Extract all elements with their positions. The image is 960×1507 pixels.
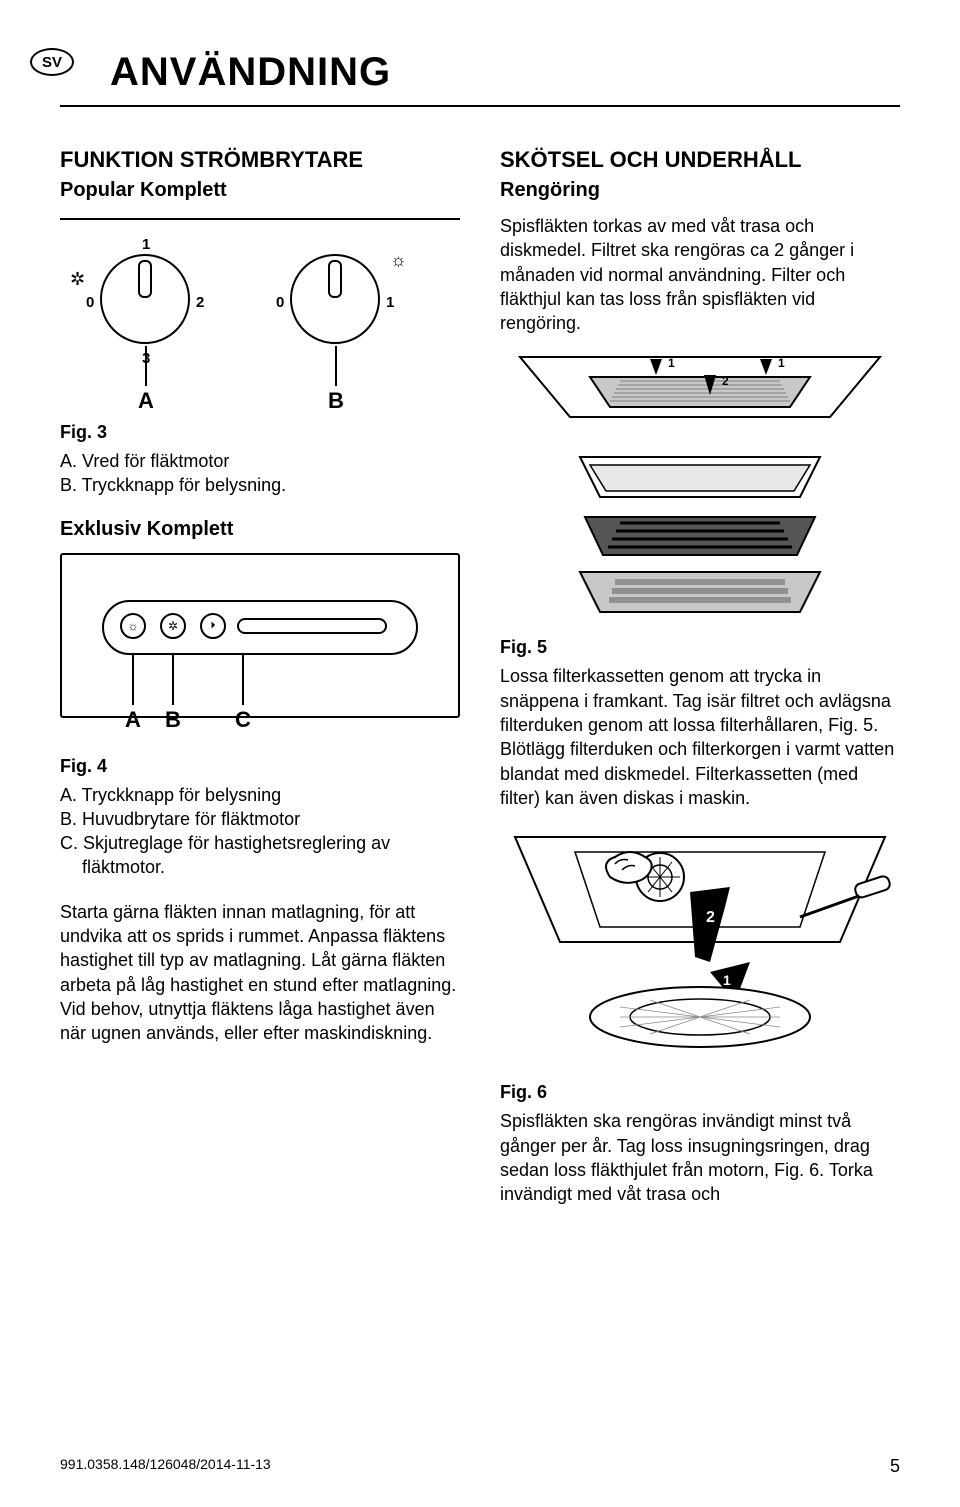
left-body-paragraph: Starta gärna fläkten innan matlagning, f…: [60, 900, 460, 1046]
left-sub-exklusiv: Exklusiv Komplett: [60, 518, 460, 541]
fig4-slider: [237, 618, 387, 634]
language-badge: SV: [30, 48, 74, 76]
fig5-arrow2: 2: [722, 374, 729, 388]
fig3-label-b: B: [328, 388, 344, 414]
footer: 991.0358.148/126048/2014-11-13 5: [60, 1456, 900, 1477]
right-section-heading: SKÖTSEL OCH UNDERHÅLL: [500, 147, 900, 173]
fig4-legend-a: A. Tryckknapp för belysning: [60, 783, 460, 807]
knob-a-1: 1: [142, 236, 150, 253]
main-columns: FUNKTION STRÖMBRYTARE Popular Komplett ✲…: [60, 147, 900, 1218]
right-body-2: Lossa filterkassetten genom att trycka i…: [500, 664, 900, 810]
page-title: ANVÄNDNING: [110, 50, 900, 95]
light-icon: ☼: [390, 250, 407, 271]
figure-3: ✲ 0 1 2 3 ☼ 0 1 A B: [60, 214, 460, 414]
right-body-1: Spisfläkten torkas av med våt trasa och …: [500, 214, 900, 335]
knob-b-0: 0: [276, 294, 284, 311]
fig5-arrow1-a: 1: [668, 356, 675, 370]
right-column: SKÖTSEL OCH UNDERHÅLL Rengöring Spisfläk…: [500, 147, 900, 1218]
fig4-legend: A. Tryckknapp för belysning B. Huvudbryt…: [60, 783, 460, 880]
fig4-label-b: B: [165, 707, 181, 733]
right-sub-rengoring: Rengöring: [500, 179, 900, 202]
title-underline: [60, 105, 900, 107]
figure-6: 2 1: [500, 822, 900, 1072]
right-body-3: Spisfläkten ska rengöras invändigt minst…: [500, 1109, 900, 1206]
figure-5: 1 1 2: [500, 347, 900, 627]
knob-a-0: 0: [86, 294, 94, 311]
fig4-caption: Fig. 4: [60, 756, 460, 777]
left-section-heading: FUNKTION STRÖMBRYTARE: [60, 147, 460, 173]
fig3-legend-a: A. Vred för fläktmotor: [60, 449, 460, 473]
fig3-caption: Fig. 3: [60, 422, 460, 443]
fan-icon: ✲: [70, 269, 85, 290]
fig3-legend-b: B. Tryckknapp för belysning.: [60, 473, 460, 497]
figure-4: ☼ ✲ ⏵ A B C: [60, 553, 460, 718]
fig4-button-c-icon: ⏵: [200, 613, 226, 639]
footer-pagenum: 5: [890, 1456, 900, 1477]
knob-b-1: 1: [386, 294, 394, 311]
fig4-legend-b: B. Huvudbrytare för fläktmotor: [60, 807, 460, 831]
fig6-arrow2: 2: [706, 909, 715, 926]
fig6-caption: Fig. 6: [500, 1082, 900, 1103]
left-column: FUNKTION STRÖMBRYTARE Popular Komplett ✲…: [60, 147, 460, 1218]
fig4-legend-c: C. Skjutreglage för hastighetsreglering …: [82, 831, 460, 880]
fig4-button-a: ☼: [120, 613, 146, 639]
fig4-label-a: A: [125, 707, 141, 733]
knob-a-2: 2: [196, 294, 204, 311]
fig5-caption: Fig. 5: [500, 637, 900, 658]
fig6-arrow1: 1: [723, 972, 731, 988]
left-sub-popular: Popular Komplett: [60, 179, 460, 202]
fig5-arrow1-b: 1: [778, 356, 785, 370]
footer-docid: 991.0358.148/126048/2014-11-13: [60, 1456, 271, 1477]
fig3-legend: A. Vred för fläktmotor B. Tryckknapp för…: [60, 449, 460, 498]
fig4-label-c: C: [235, 707, 251, 733]
fig3-label-a: A: [138, 388, 154, 414]
fig4-button-b: ✲: [160, 613, 186, 639]
